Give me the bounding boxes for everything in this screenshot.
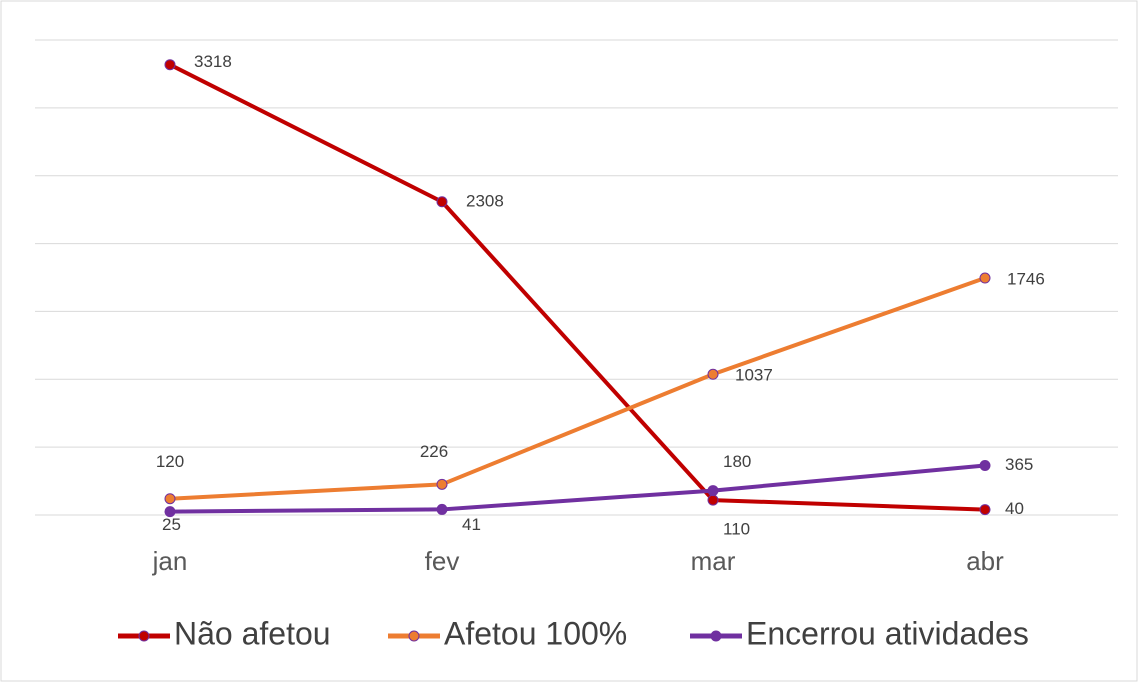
series-line	[169, 276, 986, 501]
point	[979, 272, 991, 284]
point	[436, 196, 448, 208]
series-line	[169, 62, 986, 512]
point	[707, 368, 719, 380]
legend-marker	[710, 630, 722, 642]
legend-marker	[408, 630, 420, 642]
legend-label: Não afetou	[174, 615, 331, 651]
data-label: 40	[1005, 499, 1024, 518]
point	[164, 493, 176, 505]
point	[436, 503, 448, 515]
point	[164, 506, 176, 518]
data-label: 1746	[1007, 270, 1045, 289]
x-tick-label: abr	[966, 546, 1004, 576]
point	[707, 485, 719, 497]
point	[979, 459, 991, 471]
point	[436, 478, 448, 490]
data-label: 41	[462, 515, 481, 534]
series-line	[169, 463, 986, 514]
data-label: 365	[1005, 455, 1033, 474]
x-tick-label: mar	[691, 546, 736, 576]
legend-label: Encerrou atividades	[746, 615, 1029, 651]
data-label: 1037	[735, 366, 773, 385]
data-label: 226	[420, 442, 448, 461]
data-label: 180	[723, 452, 751, 471]
point	[164, 59, 176, 71]
data-label: 25	[162, 515, 181, 534]
data-label: 110	[723, 520, 750, 539]
legend-label: Afetou 100%	[444, 615, 627, 651]
x-tick-label: fev	[425, 546, 460, 576]
data-label: 120	[156, 452, 184, 471]
legend-marker	[138, 630, 150, 642]
x-tick-label: jan	[152, 546, 188, 576]
data-label: 3318	[194, 52, 232, 71]
point	[707, 494, 719, 506]
data-label: 2308	[466, 191, 504, 210]
point	[979, 504, 991, 516]
